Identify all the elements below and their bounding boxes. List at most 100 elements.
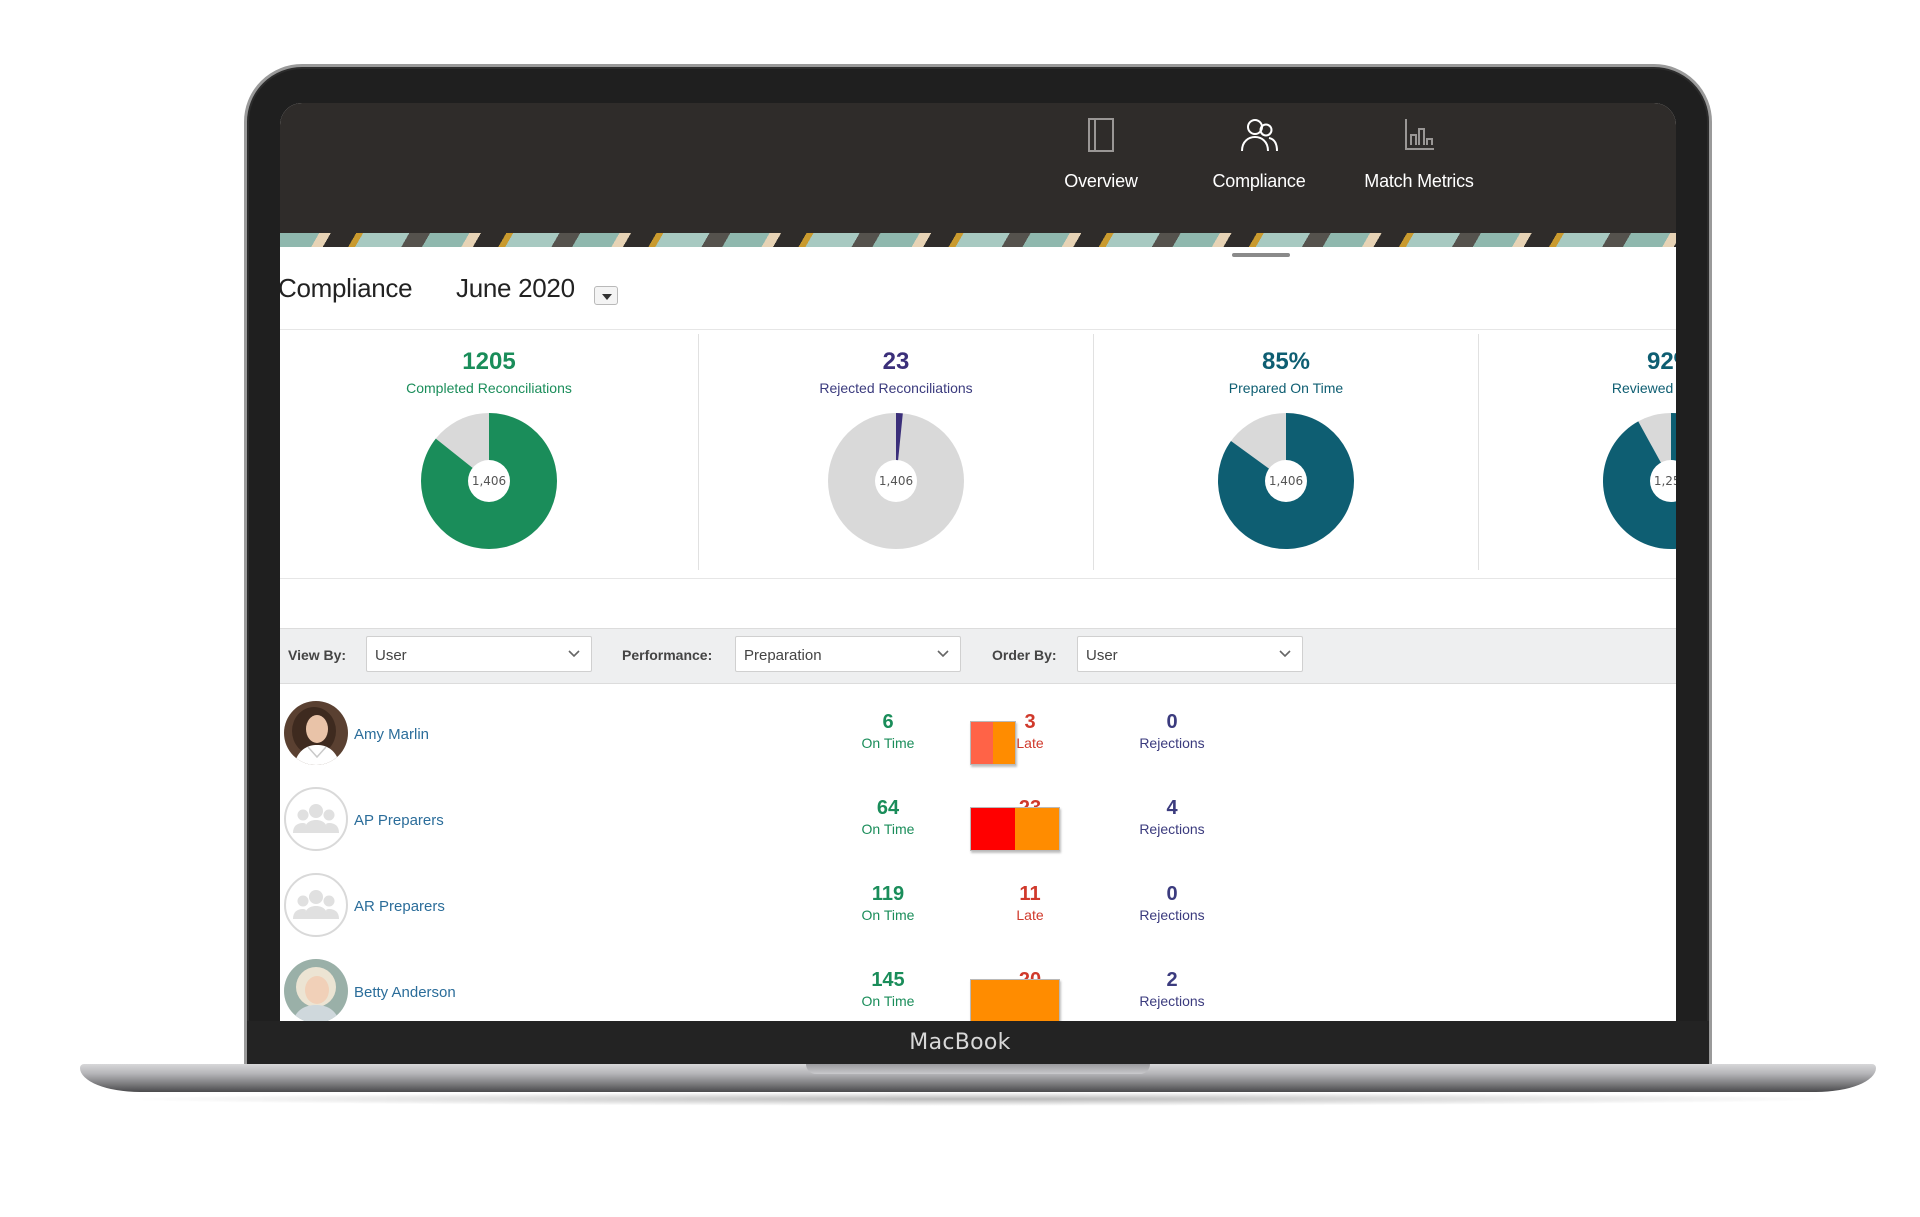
view-by-select[interactable]: User (366, 636, 592, 672)
user-name-link[interactable]: Betty Anderson (354, 984, 456, 1001)
on-time-count: 64 (876, 797, 900, 819)
laptop-screen: Overview Compliance Match Metrics Compli… (280, 103, 1676, 1021)
rejections-label: Rejections (1139, 907, 1205, 923)
rejections-count: 2 (1166, 969, 1178, 991)
bar-segment (971, 722, 993, 764)
period-dropdown-button[interactable] (594, 286, 618, 305)
rejections-metric: 0 Rejections (1112, 883, 1232, 923)
performance-label: Performance: (622, 647, 713, 663)
nav-item-overview[interactable]: Overview (1016, 115, 1186, 225)
user-name-link[interactable]: Amy Marlin (354, 726, 430, 743)
period-label: June 2020 (456, 273, 575, 303)
page-title: Compliance (280, 273, 413, 303)
user-name-link[interactable]: AP Preparers (354, 812, 444, 829)
status-bar[interactable] (970, 721, 1016, 765)
rejections-label: Rejections (1139, 735, 1205, 751)
late-metric: 3 Late (970, 711, 1090, 751)
order-by-select[interactable]: User (1077, 636, 1303, 672)
donut-slice (1603, 413, 1676, 549)
kpi-donut-chart: 1,406 (1218, 413, 1355, 549)
rejections-metric: 2 Rejections (1112, 969, 1232, 1009)
rejections-count: 0 (1166, 883, 1178, 905)
kpi-panel: 1205 Completed Reconciliations 1,406 23 … (280, 329, 1676, 579)
bar-segment (971, 980, 1059, 1021)
drag-handle[interactable] (1232, 253, 1290, 257)
nav-label-overview: Overview (1064, 171, 1138, 191)
users-icon (1241, 119, 1278, 152)
donut-center-label: 1,255 (1654, 474, 1676, 488)
nav-item-compliance[interactable]: Compliance (1174, 115, 1344, 225)
donut-center-label: 1,406 (879, 474, 913, 488)
late-label: Late (1016, 735, 1044, 751)
laptop-base-notch (806, 1064, 1150, 1074)
kpi-donut-chart: 1,255 (1603, 413, 1676, 549)
kpi-divider (1478, 334, 1479, 570)
laptop-brand-label: MacBook (909, 1030, 1011, 1055)
on-time-label: On Time (861, 907, 915, 923)
on-time-label: On Time (861, 821, 915, 837)
bar-segment (1015, 808, 1059, 850)
bar-segment (993, 722, 1015, 764)
group-avatar-icon (293, 804, 339, 833)
user-photo-icon (284, 701, 348, 765)
donut-center-label: 1,406 (472, 474, 506, 488)
avatar (284, 873, 348, 937)
decorative-pattern-band (280, 233, 1676, 247)
bar-segment (971, 808, 1015, 850)
avatar (284, 787, 348, 851)
on-time-count: 119 (871, 883, 905, 905)
order-by-label: Order By: (992, 647, 1057, 663)
on-time-metric: 145 On Time (828, 969, 948, 1009)
kpi-card-prepared-on-time[interactable]: 85% Prepared On Time 1,406 (1094, 330, 1478, 570)
rejections-label: Rejections (1139, 993, 1205, 1009)
donut-hole (875, 460, 917, 502)
kpi-caption: Reviewed On Time (1611, 380, 1676, 396)
status-bar[interactable] (970, 807, 1060, 851)
chevron-down-icon (1279, 650, 1291, 658)
kpi-value: 85% (1261, 348, 1311, 375)
donut-hole (1650, 460, 1676, 502)
performance-select[interactable]: Preparation (735, 636, 961, 672)
nav-item-match-metrics[interactable]: Match Metrics (1334, 115, 1504, 225)
donut-center-label: 1,406 (1269, 474, 1303, 488)
kpi-card-completed[interactable]: 1205 Completed Reconciliations 1,406 (280, 330, 698, 570)
table-row[interactable]: Amy Marlin 6 On Time 3 Late 0 Rejections (280, 693, 1676, 777)
on-time-count: 6 (882, 711, 894, 733)
rejections-count: 4 (1166, 797, 1178, 819)
status-bar[interactable] (970, 979, 1060, 1021)
on-time-label: On Time (861, 993, 915, 1009)
rejections-count: 0 (1166, 711, 1178, 733)
on-time-count: 145 (871, 969, 905, 991)
kpi-value: 23 (882, 348, 910, 375)
app-header: Overview Compliance Match Metrics (280, 103, 1676, 233)
kpi-card-reviewed-on-time[interactable]: 92% Reviewed On Time 1,255 (1479, 330, 1676, 570)
avatar (284, 959, 348, 1021)
rejections-metric: 4 Rejections (1112, 797, 1232, 837)
kpi-caption: Rejected Reconciliations (819, 380, 973, 396)
laptop-chin (247, 1021, 1709, 1066)
kpi-value: 92% (1646, 348, 1676, 375)
table-row[interactable]: Betty Anderson 145 On Time 20 Late 2 Rej… (280, 951, 1676, 1021)
nav-label-match-metrics: Match Metrics (1364, 171, 1474, 191)
kpi-card-rejected[interactable]: 23 Rejected Reconciliations 1,406 (699, 330, 1093, 570)
user-photo-icon (284, 959, 348, 1021)
view-by-value: User (375, 647, 407, 664)
rejections-label: Rejections (1139, 821, 1205, 837)
late-label: Late (1016, 907, 1044, 923)
table-row[interactable]: AR Preparers 119 On Time 11 Late 0 Rejec… (280, 865, 1676, 949)
donut-hole (468, 460, 510, 502)
late-count: 11 (1019, 883, 1041, 905)
rejections-metric: 0 Rejections (1112, 711, 1232, 751)
filter-bar: View By: User Performance: Preparation O… (280, 628, 1676, 684)
avatar (284, 701, 348, 765)
kpi-value: 1205 (462, 348, 516, 375)
nav-label-compliance: Compliance (1212, 171, 1306, 191)
kpi-divider (1093, 334, 1094, 570)
kpi-caption: Completed Reconciliations (406, 380, 572, 396)
kpi-divider (698, 334, 699, 570)
on-time-metric: 64 On Time (828, 797, 948, 837)
user-name-link[interactable]: AR Preparers (354, 898, 445, 915)
chevron-down-icon (568, 650, 580, 658)
table-row[interactable]: AP Preparers 64 On Time 23 Late 4 Reject… (280, 779, 1676, 863)
kpi-donut-chart: 1,406 (828, 413, 964, 549)
